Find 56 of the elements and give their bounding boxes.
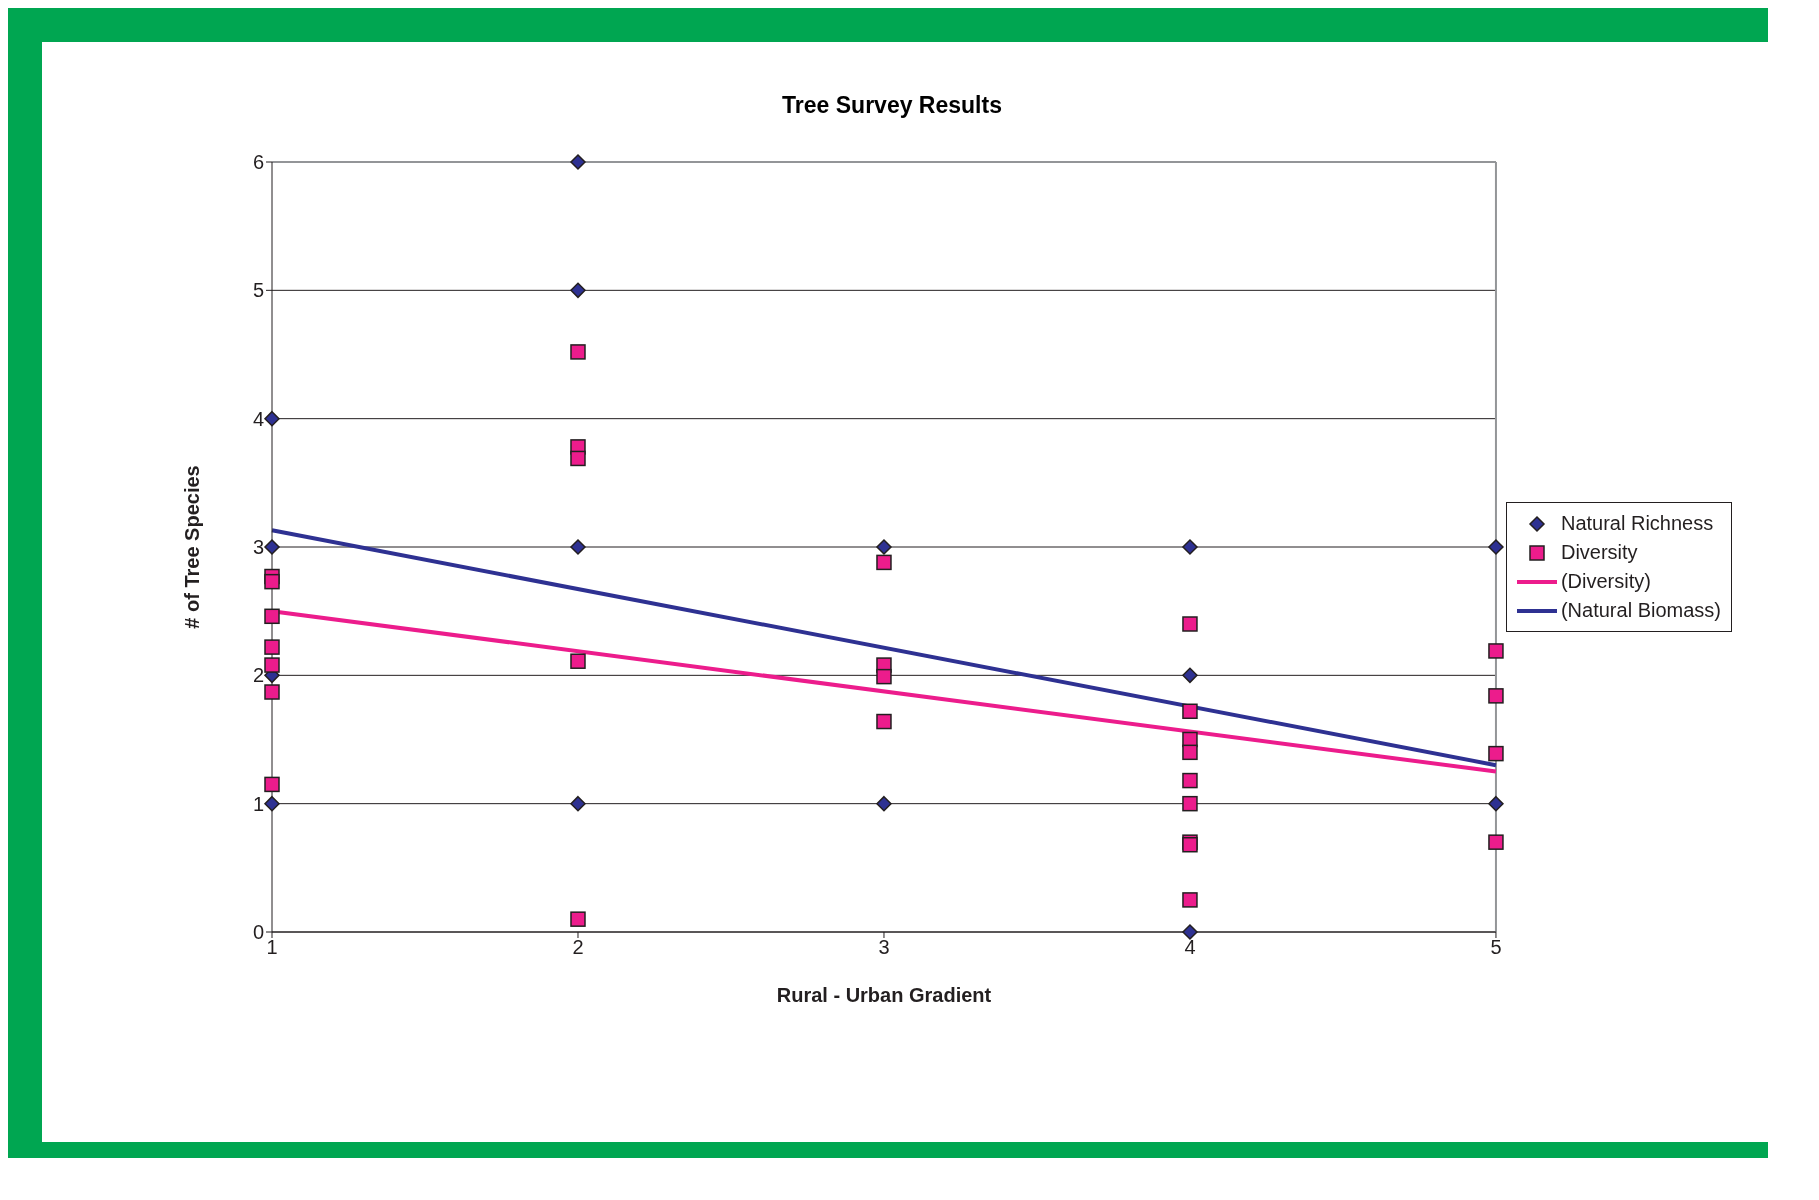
x-tick-label: 1 bbox=[266, 936, 278, 959]
legend-label: (Natural Biomass) bbox=[1560, 599, 1721, 622]
point bbox=[1182, 703, 1198, 720]
point bbox=[264, 795, 280, 812]
point bbox=[1182, 667, 1198, 684]
legend-label: (Diversity) bbox=[1560, 570, 1651, 593]
x-tick-label: 3 bbox=[878, 936, 890, 959]
point bbox=[1182, 772, 1198, 789]
y-tick-label: 0 bbox=[252, 921, 264, 944]
point bbox=[570, 911, 586, 927]
point bbox=[264, 573, 280, 590]
point bbox=[1182, 616, 1198, 632]
x-axis-title: Rural - Urban Gradient bbox=[776, 984, 992, 1006]
point bbox=[1488, 745, 1504, 762]
point bbox=[1182, 795, 1198, 812]
point bbox=[264, 657, 280, 673]
point bbox=[570, 653, 586, 669]
x-tick-label: 5 bbox=[1490, 936, 1502, 959]
point bbox=[876, 539, 892, 555]
point bbox=[570, 282, 586, 299]
legend-label: Diversity bbox=[1560, 541, 1638, 564]
point bbox=[1488, 834, 1504, 850]
y-tick-label: 5 bbox=[252, 279, 264, 302]
chart-title: Tree Survey Results bbox=[781, 92, 1003, 119]
point bbox=[1488, 539, 1504, 555]
point bbox=[876, 668, 892, 685]
point bbox=[876, 554, 892, 571]
point bbox=[570, 154, 586, 170]
point bbox=[876, 795, 892, 812]
y-tick-label: 3 bbox=[252, 536, 264, 559]
legend-label: Natural Richness bbox=[1560, 512, 1714, 535]
point bbox=[1488, 688, 1504, 704]
point bbox=[570, 795, 586, 812]
point bbox=[264, 639, 280, 655]
point bbox=[264, 539, 280, 555]
point bbox=[1182, 924, 1198, 940]
y-axis-title: # of Tree Species bbox=[181, 465, 204, 629]
point bbox=[1182, 744, 1198, 761]
y-tick-label: 6 bbox=[252, 151, 264, 174]
point bbox=[1488, 795, 1504, 812]
y-tick-label: 2 bbox=[252, 664, 264, 687]
point bbox=[264, 608, 280, 625]
y-tick-label: 1 bbox=[252, 792, 264, 815]
x-tick-label: 2 bbox=[572, 936, 584, 959]
point bbox=[876, 713, 892, 730]
point bbox=[264, 776, 280, 793]
point bbox=[570, 344, 586, 360]
point bbox=[264, 410, 280, 427]
y-tick-label: 4 bbox=[252, 407, 264, 430]
point bbox=[570, 450, 586, 467]
point bbox=[570, 539, 586, 555]
x-tick-label: 4 bbox=[1184, 936, 1196, 959]
point bbox=[1182, 892, 1198, 908]
point bbox=[1488, 643, 1504, 659]
point bbox=[1182, 539, 1198, 555]
point bbox=[264, 684, 280, 700]
